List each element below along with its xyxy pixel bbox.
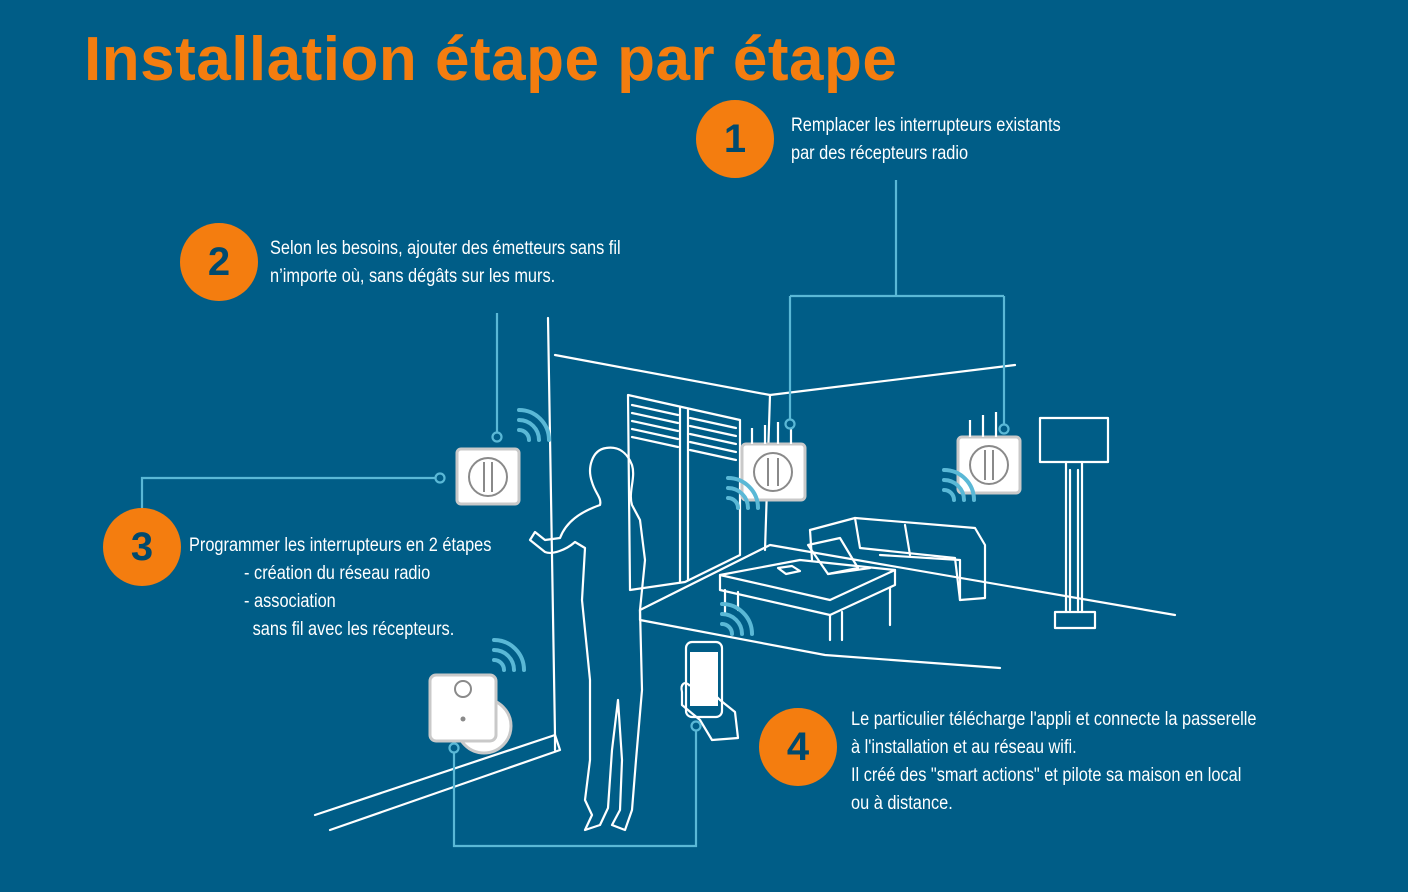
step-4-line-4: ou à distance. bbox=[851, 793, 953, 814]
step-3-text: Programmer les interrupteurs en 2 étapes… bbox=[189, 532, 491, 644]
step-3-line-4: sans fil avec les récepteurs. bbox=[252, 619, 455, 640]
step-2-line-2: n’importe où, sans dégâts sur les murs. bbox=[270, 266, 556, 287]
step-3-badge: 3 bbox=[103, 508, 181, 586]
window-icon bbox=[626, 393, 742, 592]
step-2-line-1: Selon les besoins, ajouter des émetteurs… bbox=[270, 238, 621, 259]
step-1-line-2: par des récepteurs radio bbox=[791, 143, 969, 164]
step-3-line-3: - association bbox=[244, 591, 336, 612]
step-4-text: Le particulier télécharge l'appli et con… bbox=[851, 706, 1257, 818]
laptop-icon bbox=[806, 536, 872, 576]
coffee-table-icon bbox=[718, 558, 897, 642]
step-1-badge: 1 bbox=[696, 100, 774, 178]
gateway-icon bbox=[428, 673, 513, 755]
step-4-line-3: Il créé des "smart actions" et pilote sa… bbox=[851, 765, 1242, 786]
page-title: Installation étape par étape bbox=[84, 25, 898, 94]
step-1-line-1: Remplacer les interrupteurs existants bbox=[791, 115, 1061, 136]
smartphone-icon bbox=[680, 640, 740, 742]
woman-silhouette-icon bbox=[528, 446, 647, 832]
step-1-text: Remplacer les interrupteurs existants pa… bbox=[791, 112, 1061, 168]
wireless-signal-icon bbox=[492, 408, 976, 672]
step-4-line-1: Le particulier télécharge l'appli et con… bbox=[851, 709, 1257, 730]
step-3-line-1: Programmer les interrupteurs en 2 étapes bbox=[189, 535, 492, 556]
wall-switch-icon bbox=[455, 435, 1022, 506]
step-2-text: Selon les besoins, ajouter des émetteurs… bbox=[270, 235, 621, 291]
step-3-line-2: - création du réseau radio bbox=[244, 563, 431, 584]
step-4-line-2: à l'installation et au réseau wifi. bbox=[851, 737, 1077, 758]
step-2-badge: 2 bbox=[180, 223, 258, 301]
step-4-badge: 4 bbox=[759, 708, 837, 786]
floor-lamp-icon bbox=[1038, 416, 1110, 630]
sofa-icon bbox=[808, 516, 987, 602]
